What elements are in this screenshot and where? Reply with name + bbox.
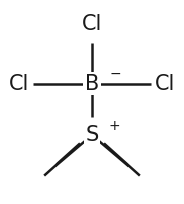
Text: Cl: Cl: [154, 74, 175, 94]
Text: +: +: [109, 119, 121, 133]
Text: −: −: [109, 67, 121, 81]
Text: B: B: [85, 74, 99, 94]
Text: Cl: Cl: [82, 14, 102, 34]
Text: S: S: [85, 125, 99, 145]
Text: Cl: Cl: [9, 74, 30, 94]
